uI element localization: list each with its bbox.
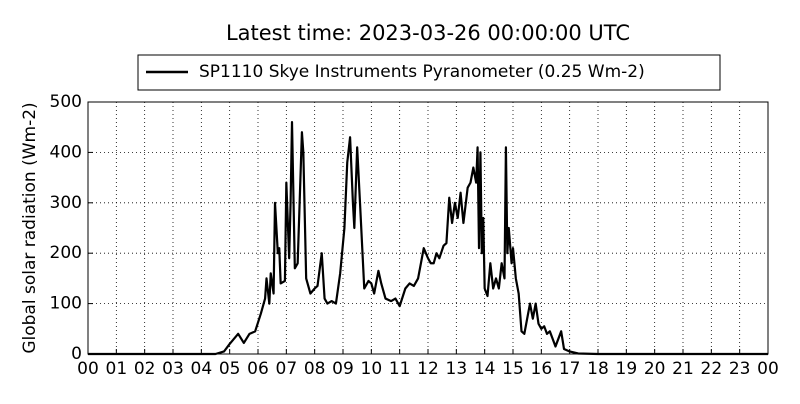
- y-tick-label: 100: [50, 294, 82, 314]
- x-tick-label: 18: [587, 359, 609, 379]
- x-tick-label: 07: [276, 359, 298, 379]
- x-tick-label: 13: [446, 359, 468, 379]
- x-tick-label: 14: [474, 359, 496, 379]
- y-tick-label: 500: [50, 92, 82, 112]
- x-tick-label: 00: [77, 359, 99, 379]
- x-tick-label: 21: [672, 359, 694, 379]
- x-tick-label: 15: [502, 359, 524, 379]
- y-axis-label: Global solar radiation (Wm-2): [20, 102, 40, 353]
- x-tick-label: 16: [531, 359, 553, 379]
- data-line: [88, 121, 768, 356]
- x-tick-label: 02: [134, 359, 156, 379]
- x-tick-label: 03: [162, 359, 184, 379]
- y-tick-label: 0: [71, 344, 82, 364]
- y-tick-label: 200: [50, 243, 82, 263]
- x-tick-label: 04: [191, 359, 213, 379]
- chart-title: Latest time: 2023-03-26 00:00:00 UTC: [226, 21, 630, 45]
- x-tick-label: 17: [559, 359, 581, 379]
- x-tick-label: 12: [417, 359, 439, 379]
- x-tick-label: 01: [106, 359, 128, 379]
- x-tick-label: 19: [616, 359, 638, 379]
- x-tick-label: 10: [361, 359, 383, 379]
- x-tick-label: 23: [729, 359, 751, 379]
- plot-frame: [87, 101, 769, 355]
- x-tick-label: 20: [644, 359, 666, 379]
- legend: [137, 54, 721, 91]
- y-tick-label: 300: [50, 193, 82, 213]
- x-tick-label: 05: [219, 359, 241, 379]
- x-tick-label: 08: [304, 359, 326, 379]
- y-tick-label: 400: [50, 142, 82, 162]
- x-tick-label: 09: [332, 359, 354, 379]
- x-tick-label: 11: [389, 359, 411, 379]
- x-tick-label: 00: [757, 359, 779, 379]
- x-tick-label: 22: [701, 359, 723, 379]
- legend-label: SP1110 Skye Instruments Pyranometer (0.2…: [199, 62, 645, 82]
- x-tick-label: 06: [247, 359, 269, 379]
